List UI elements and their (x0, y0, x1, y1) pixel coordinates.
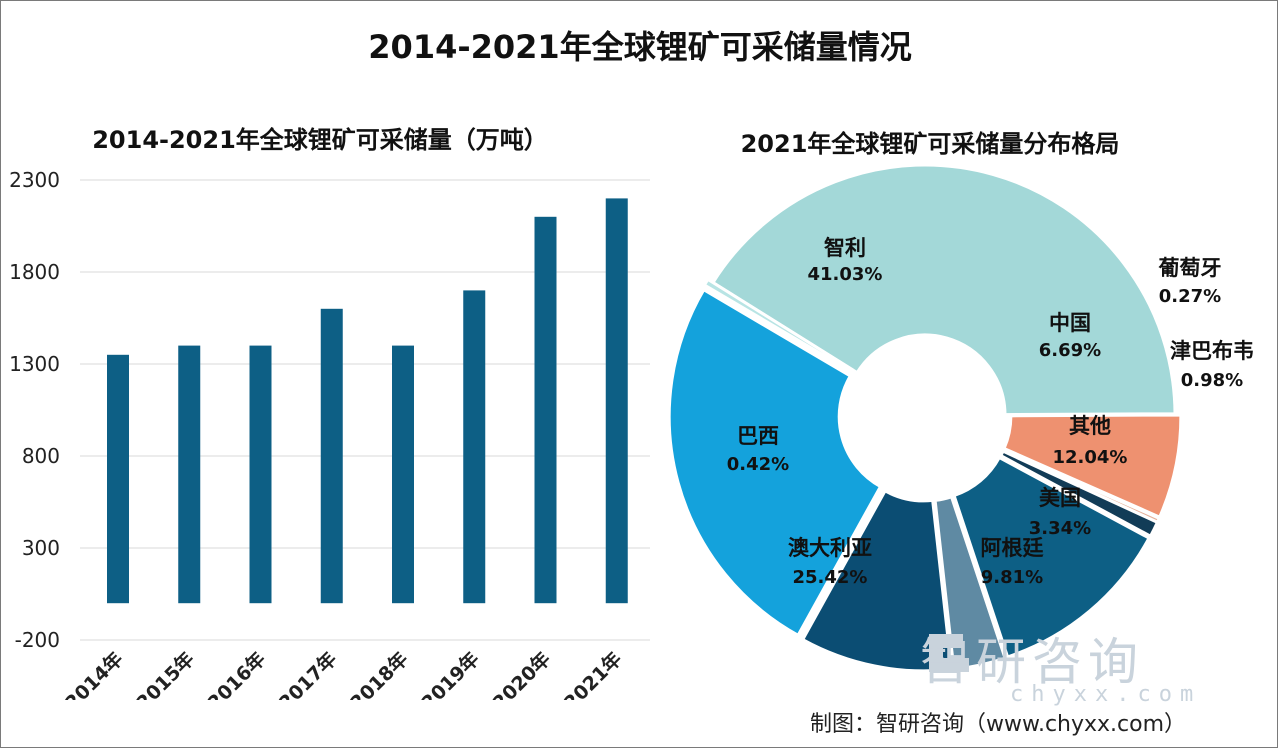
watermark-brand: 智研咨询 (920, 633, 1144, 691)
x-tick-label: 2019年 (417, 647, 484, 700)
slice-group (667, 287, 883, 638)
y-tick-label: 300 (22, 536, 60, 560)
slice-label: 智利 (824, 236, 866, 260)
watermark-url: chyxx.com (1010, 682, 1202, 707)
slice-percent: 9.81% (981, 567, 1043, 588)
slice-group (998, 449, 1160, 539)
pie-slice (952, 455, 1152, 659)
bar-chart-title: 2014-2021年全球锂矿可采储量（万吨） (92, 126, 548, 154)
slice-percent: 0.42% (727, 454, 789, 475)
pie-slice (933, 494, 1007, 671)
slice-percent: 41.03% (808, 264, 883, 285)
pie-chart-title: 2021年全球锂矿可采储量分布格局 (740, 130, 1120, 158)
slice-group (933, 494, 1007, 671)
bar (605, 198, 628, 604)
donut-chart: 智利 41.03% 中国 6.69% 葡萄牙 0.27% 津巴布韦 0.98% 其他 12.04%… (667, 163, 1254, 673)
bar (249, 345, 272, 604)
slice-label: 巴西 (737, 424, 779, 448)
slice-group (952, 455, 1152, 659)
x-tick-label: 2021年 (559, 647, 626, 700)
slice-label: 阿根廷 (981, 536, 1045, 560)
x-tick-label: 2015年 (132, 647, 199, 700)
x-tick-label: 2017年 (274, 647, 341, 700)
bar (534, 216, 557, 604)
x-tick-label: 2016年 (203, 647, 270, 700)
slice-label: 津巴布韦 (1170, 339, 1254, 363)
slice-label: 澳大利亚 (788, 536, 872, 560)
bar (320, 308, 343, 604)
y-tick-label: -200 (15, 628, 60, 652)
source-note: 制图：智研咨询（www.chyxx.com） (810, 712, 1187, 737)
slice-label: 其他 (1069, 414, 1111, 438)
pie-slice (710, 163, 1177, 417)
pie-slice (800, 488, 954, 673)
slice-group (702, 277, 855, 374)
slice-label: 美国 (1039, 486, 1081, 510)
pie-slice (702, 277, 855, 374)
slice-percent: 3.34% (1029, 518, 1091, 539)
x-tick-label: 2014年 (60, 647, 127, 700)
pie-slice (998, 449, 1160, 539)
slice-percent: 25.42% (793, 567, 868, 588)
slice-label: 中国 (1049, 311, 1091, 335)
pie-slice (667, 287, 883, 638)
slice-group (710, 163, 1177, 417)
main-title: 2014-2021年全球锂矿可采储量情况 (368, 28, 912, 66)
slice-percent: 0.98% (1181, 370, 1243, 391)
y-tick-label: 800 (22, 444, 60, 468)
y-tick-label: 1300 (9, 352, 60, 376)
bar (107, 354, 129, 604)
bar (463, 290, 486, 604)
slice-percent: 6.69% (1039, 340, 1101, 361)
y-tick-label: 1800 (9, 260, 60, 284)
brand-logo-icon (929, 634, 969, 672)
x-tick-label: 2018年 (345, 647, 412, 700)
x-tick-label: 2020年 (488, 647, 555, 700)
slice-label: 葡萄牙 (1158, 256, 1222, 280)
y-tick-label: 2300 (9, 168, 60, 192)
bar (392, 345, 414, 604)
slice-group (800, 488, 954, 673)
slice-percent: 12.04% (1053, 447, 1128, 468)
bar (178, 345, 201, 604)
slice-percent: 0.27% (1159, 286, 1221, 307)
